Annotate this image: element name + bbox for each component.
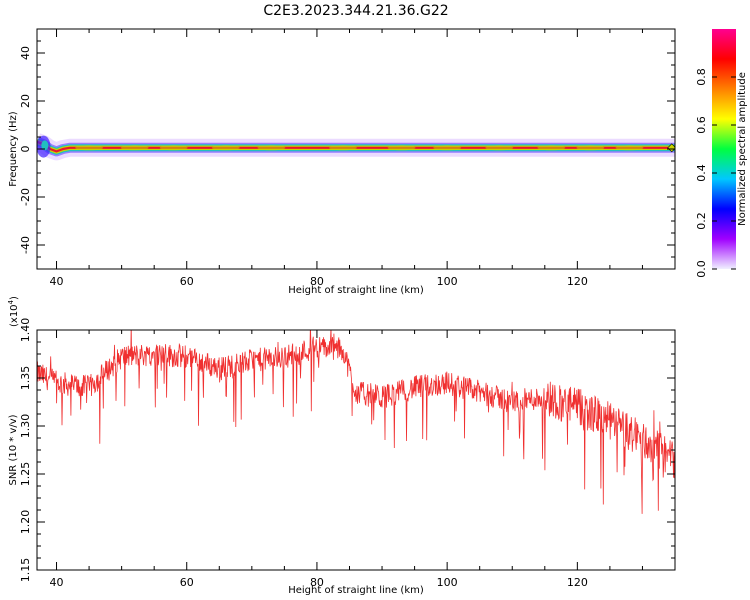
snr-x-tick-label: 60 [180,576,194,589]
spectrum-intensity-patch [257,145,286,151]
spectrogram-y-axis-label: Frequency (Hz) [8,111,19,187]
snr-y-tick-label: 1.15 [19,558,32,583]
colorbar-tick-label: 0.2 [695,212,708,230]
spectrogram-x-tick-label: 100 [437,275,458,288]
spectrum-intensity-patch [537,145,566,151]
snr-y-tick-label: 1.30 [19,414,32,439]
spectrogram-plot-area [37,133,675,161]
snr-x-axis-label: Height of straight line (km) [288,585,424,596]
snr-x-tick-label: 80 [310,576,324,589]
snr-x-tick-label: 100 [437,576,458,589]
snr-y-tick-label: 1.35 [19,366,32,391]
spectrogram-x-tick-label: 60 [180,275,194,288]
snr-y-ticks: 1.15 1.20 1.25 1.30 1.35 1.40 [19,318,675,583]
spectrum-intensity-patch [615,145,644,151]
spectrogram-y-tick-label: -20 [19,188,32,206]
spectrogram-y-tick-label: 0 [19,146,32,153]
colorbar-tick-label: 0.6 [695,116,708,134]
snr-y-axis-label: SNR (10 * v/v) [8,414,19,485]
snr-x-tick-label: 40 [50,576,64,589]
spectrum-start-core [41,140,49,151]
snr-axes-frame [36,329,676,571]
spectrum-intensity-patch [75,145,104,151]
spectrum-intensity-patch [485,145,514,151]
colorbar-gradient [712,29,736,269]
spectrogram-y-ticks: -40 -20 0 20 40 [19,28,675,270]
spectrum-intensity-patch [211,145,240,151]
spectrogram-y-tick-label: 20 [19,94,32,108]
snr-plot-area [37,330,675,514]
colorbar-tick-label: 0.4 [695,164,708,182]
spectrogram-panel: 40 60 80 100 120 -40 -20 0 20 40 Height of strai… [8,28,676,296]
spectrogram-x-tick-label: 80 [310,275,324,288]
spectrum-intensity-patch [576,145,605,151]
spectrum-intensity-patch [433,145,462,151]
snr-panel: 40 60 80 100 120 1.15 1.20 1.25 1.30 1.35 1.40 He… [7,296,676,596]
colorbar: 0.0 0.2 0.4 0.6 0.8 Normalized spectral ampl… [695,29,748,278]
colorbar-tick-label: 0.8 [695,68,708,86]
snr-x-tick-label: 120 [567,576,588,589]
spectrum-end-marker [667,143,675,153]
spectrum-intensity-patch [159,145,188,151]
spectrum-intensity-patch [120,145,149,151]
spectrum-intensity-patch [387,145,416,151]
snr-y-tick-label: 1.40 [19,318,32,343]
snr-series-line [37,330,675,514]
spectrogram-x-tick-label: 40 [50,275,64,288]
spectrogram-x-axis-label: Height of straight line (km) [288,285,424,296]
spectrogram-y-tick-label: 40 [19,46,32,60]
colorbar-label: Normalized spectral amplitude [737,72,748,226]
snr-y-tick-label: 1.20 [19,510,32,535]
spectrum-intensity-patch [328,145,357,151]
spectrogram-y-tick-label: -40 [19,236,32,254]
spectrogram-x-ticks: 40 60 80 100 120 [50,29,676,288]
colorbar-tick-label: 0.0 [695,260,708,278]
figure-title: C2E3.2023.344.21.36.G22 [263,3,448,19]
snr-x-ticks: 40 60 80 100 120 [50,330,676,589]
colorbar-ticks: 0.0 0.2 0.4 0.6 0.8 [695,68,736,278]
snr-y-tick-label: 1.25 [19,462,32,487]
spectrogram-x-tick-label: 120 [567,275,588,288]
snr-y-scale-factor: (x104) [7,296,20,327]
